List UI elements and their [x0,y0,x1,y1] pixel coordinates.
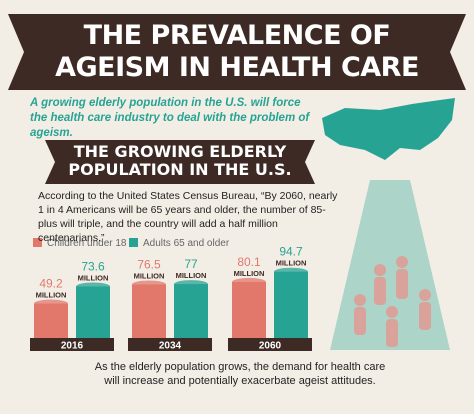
bar-top [174,280,208,289]
value-label: 77 [184,257,198,271]
title-line: THE PREVALENCE OF [83,20,391,51]
footer: As the elderly population grows, the dem… [94,361,386,387]
bar-top [34,299,68,308]
x-tick-label: 2016 [61,341,84,352]
crowd [354,256,431,347]
section-title: THE GROWING ELDERLY POPULATION IN THE U.… [55,143,305,179]
x-tick-label: 2060 [259,341,282,352]
bar [274,271,308,338]
bar-top [76,282,110,291]
legend-label: Children under 18 [47,238,127,249]
year-band [128,338,212,351]
quote: According to the United States Census Bu… [38,190,338,244]
legend-swatch [129,238,138,247]
value-label: 94.7 [279,245,303,259]
title-banner [8,14,466,90]
legend-swatch [33,238,42,247]
bar [132,284,166,338]
value-label: 76.5 [137,257,161,271]
unit-label: MILLION [36,291,67,300]
unit-label: MILLION [78,273,109,282]
value-label: 49.2 [39,277,63,291]
value-label: 80.1 [237,255,261,269]
legend-label: Adults 65 and older [143,238,230,249]
title-line: AGEISM IN HEALTH CARE [55,52,419,83]
bar-top [232,277,266,286]
bar [232,281,266,338]
unit-label: MILLION [234,269,265,278]
x-tick-label: 2034 [159,341,182,352]
bar-top [274,267,308,276]
unit-label: MILLION [276,259,307,268]
bar [76,286,110,338]
bar [34,303,68,338]
subtitle: A growing elderly population in the U.S.… [30,97,310,139]
unit-label: MILLION [134,271,165,280]
value-label: 73.6 [81,259,105,273]
us-map [322,98,455,160]
title: THE PREVALENCE OF AGEISM IN HEALTH CARE [0,20,474,84]
unit-label: MILLION [176,271,207,280]
year-band [228,338,312,351]
bar-top [132,280,166,289]
bar [174,284,208,338]
section-title-line: THE GROWING ELDERLY [73,142,287,161]
section-title-line: POPULATION IN THE U.S. [68,160,292,179]
year-band [30,338,114,351]
section-banner [45,140,315,184]
